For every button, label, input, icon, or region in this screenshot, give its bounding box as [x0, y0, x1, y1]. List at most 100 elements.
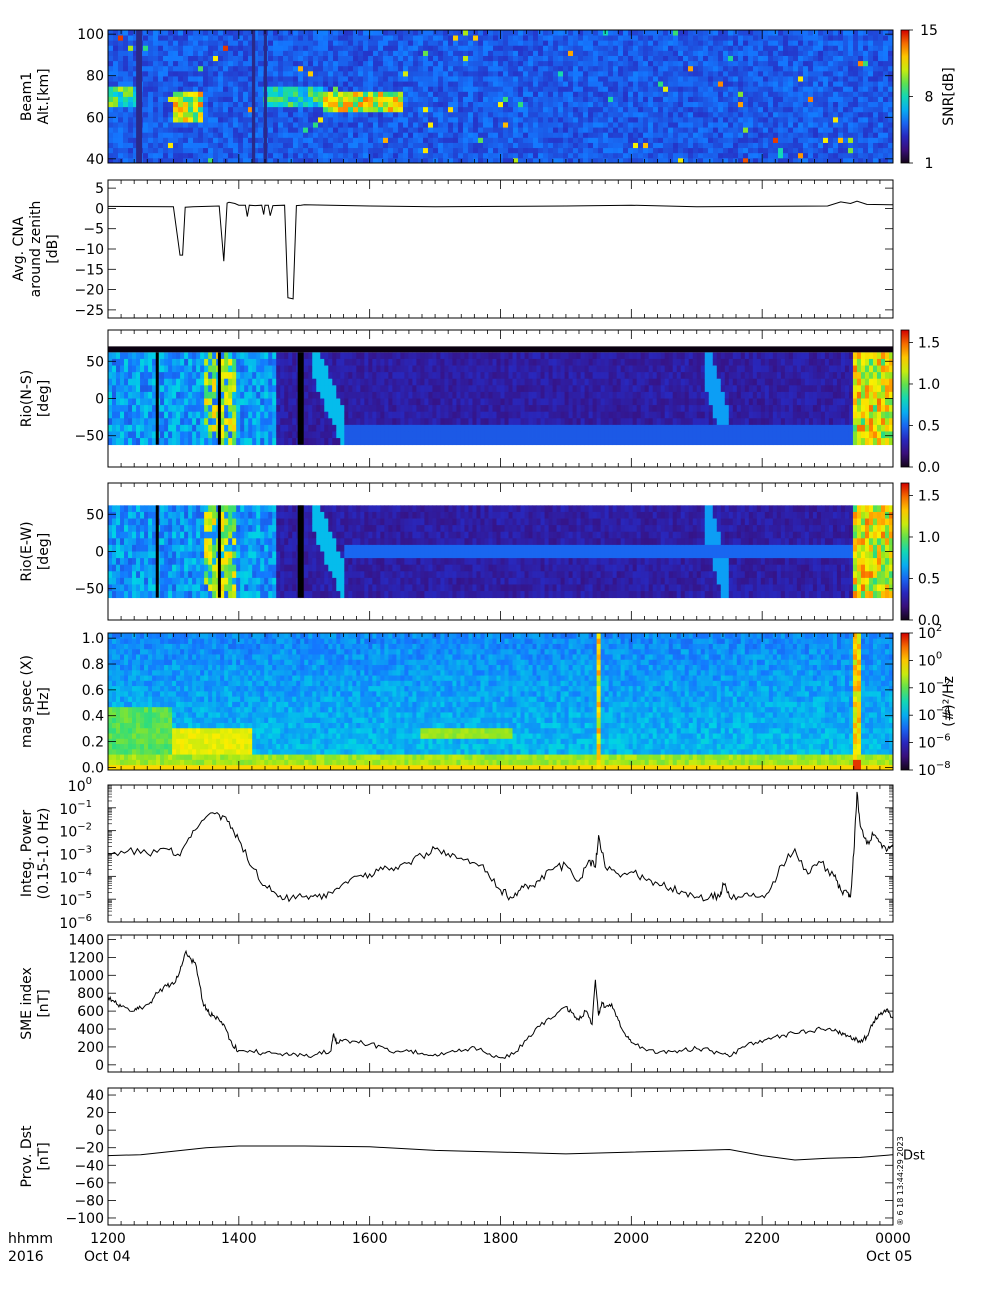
- magnetometer-spectrum-ytick-label: 0.0: [82, 760, 104, 776]
- time-tick-label: 1800: [483, 1231, 519, 1247]
- time-tick-label: 0000: [875, 1231, 911, 1247]
- magnetometer-spectrum-colorbar-label: (#)²/Hz: [941, 676, 957, 727]
- magnetometer-spectrum-colorbar: [900, 632, 910, 771]
- magnetometer-spectrum-panel: 1.0 0.8 0.6 0.4 0.2 0.0 mag spec (X) [Hz] 102 100…: [19, 623, 957, 779]
- integrated-power-ylabel-line: Integ. Power: [19, 810, 35, 897]
- magnetometer-spectrum-colorbar-tick-label: 10−8: [918, 760, 951, 779]
- time-tick-label: 1600: [352, 1231, 388, 1247]
- riometer-ns-ytick-label: −50: [74, 429, 104, 445]
- dst-ylabel-line: [nT]: [36, 1142, 52, 1170]
- dst-ytick-label: −20: [74, 1141, 104, 1157]
- avg-cna-ytick-label: −25: [74, 303, 104, 319]
- magnetometer-spectrum-ytick-label: 0.8: [82, 657, 104, 673]
- avg-cna-ytick-label: −10: [74, 242, 104, 258]
- riometer-ew-cells: [108, 505, 894, 599]
- avg-cna-ylabel-line: Avg. CNA: [11, 216, 27, 281]
- sme-index-series-line: [107, 949, 894, 1060]
- integrated-power-ytick-label: 100: [68, 776, 92, 795]
- dst-ytick-label: −60: [74, 1176, 104, 1192]
- sme-index-ytick-label: 1000: [68, 968, 104, 984]
- dst-ytick-label: −40: [74, 1158, 104, 1174]
- riometer-ew-colorbar: [900, 482, 910, 621]
- riometer-ew-ylabel-line: [deg]: [36, 533, 52, 570]
- riometer-ns-ytick-label: 50: [86, 354, 104, 370]
- time-axis: hhmm 2016 Oct 04 Oct 05 1200 1400 1600 1800…: [8, 1231, 912, 1265]
- dst-frame: [107, 1087, 894, 1226]
- beam-altitude-snr-data-gap: [136, 30, 143, 163]
- start-date-label: Oct 04: [84, 1249, 131, 1265]
- riometer-ns-cells: [108, 352, 894, 446]
- integrated-power-ytick-label: 10−5: [59, 890, 92, 909]
- avg-cna-ylabel-line: around zenith: [28, 201, 44, 298]
- dst-ytick-label: 20: [86, 1106, 104, 1122]
- riometer-ns-ytick-label: 0: [95, 392, 104, 408]
- dst-panel: 40 200 −20−40 −60−80 −100 Prov. Dst [nT] Dst: [19, 1087, 925, 1227]
- riometer-ew-colorbar-tick-label: 1.0: [918, 530, 940, 546]
- beam-altitude-snr-colorbar-tick-label: 8: [925, 90, 934, 106]
- dst-ytick-label: 0: [95, 1123, 104, 1139]
- time-tick-label: 2200: [744, 1231, 780, 1247]
- sme-index-panel: 0 200 400 600 800 1000 1200 1400 SME index [nT]: [19, 932, 894, 1074]
- avg-cna-panel: 5 0 −5 −10 −15 −20 −25 Avg. CNA around zenith [dB…: [11, 179, 894, 319]
- magnetometer-spectrum-ytick-label: 1.0: [82, 631, 104, 647]
- avg-cna-series-line: [107, 200, 894, 300]
- riometer-ns-panel: 50 0 −50 Rio(N-S) [deg] 1.5 1.0 0.5 0.0: [19, 329, 940, 476]
- riometer-ew-colorbar-tick-label: 0.5: [918, 571, 940, 587]
- time-tick-label: 1200: [90, 1231, 126, 1247]
- magnetometer-spectrum-cells: [108, 633, 894, 771]
- time-axis-year-label: 2016: [8, 1249, 44, 1265]
- end-date-label: Oct 05: [866, 1249, 912, 1265]
- integrated-power-ytick-label: 10−2: [59, 822, 92, 841]
- dst-ytick-label: −100: [66, 1211, 104, 1227]
- riometer-ew-ytick-label: 50: [86, 507, 104, 523]
- sme-index-ylabel-line: [nT]: [36, 989, 52, 1017]
- beam-altitude-snr-colorbar-tick-label: 1: [925, 156, 934, 172]
- integrated-power-ytick-label: 10−1: [59, 799, 92, 818]
- riometer-ns-colorbar-tick-label: 1.5: [918, 335, 940, 351]
- magnetometer-spectrum-ylabel-line: mag spec (X): [19, 655, 35, 748]
- magnetometer-spectrum-ytick-label: 0.4: [82, 709, 104, 725]
- beam-altitude-snr-data-gap: [251, 30, 256, 163]
- dst-series-line: [107, 1145, 894, 1161]
- riometer-ns-ylabel-line: [deg]: [36, 380, 52, 417]
- dst-ylabel-line: Prov. Dst: [19, 1125, 35, 1187]
- sme-index-ytick-label: 600: [77, 1004, 104, 1020]
- magnetometer-spectrum-colorbar-tick-label: 102: [918, 623, 942, 642]
- time-tick-label: 1400: [221, 1231, 257, 1247]
- beam-altitude-snr-ylabel-line: Beam1: [19, 72, 35, 121]
- magnetometer-spectrum-colorbar-tick-label: 10−6: [918, 733, 951, 752]
- dst-ytick-label: −80: [74, 1193, 104, 1209]
- time-axis-hhmm-label: hhmm: [8, 1231, 53, 1247]
- sme-index-ytick-label: 400: [77, 1022, 104, 1038]
- avg-cna-ytick-label: −15: [74, 262, 104, 278]
- sme-index-frame: [107, 934, 894, 1073]
- riometer-ns-colorbar-tick-label: 1.0: [918, 377, 940, 393]
- riometer-ns-colorbar-tick-label: 0.0: [918, 460, 940, 476]
- riometer-ew-ytick-label: 0: [95, 545, 104, 561]
- sme-index-ytick-label: 800: [77, 986, 104, 1002]
- riometer-ns-ylabel-line: Rio(N-S): [19, 370, 35, 428]
- beam-altitude-snr-ylabel-line: Alt.[km]: [36, 68, 52, 124]
- riometer-ew-colorbar-tick-label: 1.5: [918, 488, 940, 504]
- integrated-power-ytick-label: 10−6: [59, 913, 92, 932]
- integrated-power-frame: [107, 784, 894, 923]
- magnetometer-spectrum-colorbar-tick-label: 10−4: [918, 705, 951, 724]
- riometer-ew-colorbar-tick-label: 0.0: [918, 613, 940, 629]
- beam-altitude-snr-ytick-label: 40: [86, 152, 104, 168]
- magnetometer-spectrum-colorbar-tick-label: 100: [918, 650, 942, 669]
- riometer-ew-panel: 50 0 −50 Rio(E-W) [deg] 1.5 1.0 0.5 0.0: [19, 482, 940, 629]
- avg-cna-ytick-label: −20: [74, 283, 104, 299]
- beam-altitude-snr-ytick-label: 80: [86, 69, 104, 85]
- generation-stamp: ® 6 18 13:44:29 2023: [896, 1136, 905, 1226]
- riometer-ew-ytick-label: −50: [74, 582, 104, 598]
- beam-altitude-snr-panel: 40 60 80 100 Beam1 Alt.[km] 15 8 1 SNR[dB]: [19, 23, 957, 172]
- avg-cna-ylabel-line: [dB]: [45, 234, 61, 263]
- integrated-power-panel: 100 10−1 10−2 10−3 10−4 10−5 10−6 Integ. Power(…: [19, 776, 894, 932]
- riometer-ew-ylabel-line: Rio(E-W): [19, 521, 35, 581]
- sme-index-ytick-label: 1400: [68, 932, 104, 948]
- sme-index-ytick-label: 1200: [68, 950, 104, 966]
- magnetometer-spectrum-ylabel-line: [Hz]: [36, 687, 52, 716]
- avg-cna-ytick-label: −5: [83, 222, 104, 238]
- riometer-ns-colorbar: [900, 329, 910, 468]
